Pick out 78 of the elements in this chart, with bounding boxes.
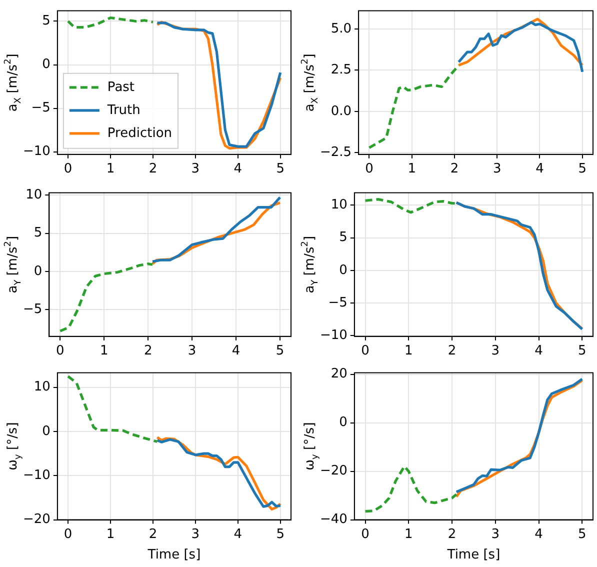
x-tick-label: 1 (404, 526, 413, 542)
y-tick-label: −5 (31, 100, 50, 116)
x-tick-label: 1 (106, 526, 115, 542)
y-axis-title: aX [m/s2] (300, 54, 320, 112)
x-tick-label: 4 (234, 162, 242, 177)
x-tick-label: 3 (188, 344, 196, 359)
x-tick-label: 0 (361, 344, 370, 359)
y-tick-label: 0 (42, 424, 50, 439)
y-axis-title: ωy [°/s] (5, 422, 24, 470)
y-axis-title: aX [m/s2] (3, 54, 24, 112)
x-tick-label: 1 (404, 344, 413, 359)
x-tick-label: 2 (144, 344, 152, 359)
x-tick-label: 1 (100, 344, 108, 359)
y-tick-label: −10 (320, 328, 348, 344)
x-tick-label: 0 (365, 162, 374, 177)
x-tick-label: 1 (106, 162, 115, 177)
x-tick-label: 3 (491, 526, 500, 542)
y-tick-label: 10 (34, 380, 50, 395)
line-series (66, 16, 154, 29)
y-tick-label: 20 (330, 366, 348, 382)
x-tick-label: 1 (408, 162, 416, 177)
y-tick-label: 5 (339, 230, 348, 246)
line-series (364, 465, 458, 513)
x-axis-title: Time [s] (146, 548, 201, 563)
y-tick-label: −5 (22, 302, 42, 318)
x-tick-label: 3 (191, 162, 200, 177)
y-tick-label: −10 (22, 468, 50, 484)
y-tick-label: −10 (22, 144, 50, 160)
x-tick-label: 5 (276, 162, 285, 177)
x-tick-label: 5 (578, 526, 586, 542)
x-tick-label: 4 (234, 526, 242, 542)
x-tick-label: 5 (276, 526, 285, 542)
line-series (368, 64, 460, 150)
legend-label: Prediction (107, 126, 172, 141)
x-tick-label: 0 (56, 344, 64, 359)
x-tick-label: 3 (491, 344, 500, 359)
y-tick-label: 5 (34, 226, 42, 241)
x-tick-label: 3 (492, 162, 502, 177)
line-series (58, 262, 154, 332)
y-tick-label: −20 (22, 512, 50, 528)
x-tick-label: 2 (448, 344, 456, 359)
line-series (364, 198, 458, 214)
y-tick-label: 10 (26, 187, 42, 202)
x-tick-label: 0 (64, 162, 72, 177)
legend-label: Past (107, 80, 135, 95)
x-tick-label: 0 (64, 526, 72, 542)
y-axis-title: aY [m/s2] (3, 236, 24, 294)
y-tick-label: 2.5 (330, 62, 352, 78)
y-tick-label: −20 (320, 464, 348, 479)
y-tick-label: 10 (330, 198, 348, 213)
x-tick-label: 2 (450, 162, 459, 177)
x-tick-label: 4 (534, 344, 543, 359)
y-tick-label: 0 (42, 57, 50, 72)
y-tick-label: 0 (34, 264, 42, 279)
y-tick-label: 5 (42, 14, 50, 29)
legend-label: Truth (106, 102, 140, 118)
x-tick-label: 5 (578, 344, 586, 359)
y-tick-label: −5 (328, 295, 348, 310)
x-tick-label: 4 (536, 162, 544, 177)
x-tick-label: 2 (448, 526, 456, 542)
y-tick-label: −2.5 (320, 145, 352, 160)
y-tick-label: 0 (339, 415, 348, 430)
y-tick-label: 0 (339, 262, 348, 278)
x-tick-label: 3 (191, 526, 200, 542)
x-tick-label: 4 (534, 526, 543, 542)
x-axis-title: Time [s] (446, 548, 500, 563)
y-tick-label: 5.0 (330, 21, 352, 36)
x-tick-label: 2 (148, 526, 158, 542)
y-tick-label: 0.0 (330, 104, 352, 119)
x-tick-label: 2 (148, 162, 158, 177)
y-axis-title: ωy [°/s] (302, 422, 320, 470)
y-axis-title: aY [m/s2] (300, 236, 320, 294)
x-tick-label: 4 (232, 344, 240, 359)
x-tick-label: 5 (276, 344, 284, 359)
x-tick-label: 0 (361, 526, 370, 542)
x-tick-label: 5 (578, 162, 586, 177)
y-tick-label: −40 (320, 512, 348, 528)
line-series (66, 375, 159, 443)
